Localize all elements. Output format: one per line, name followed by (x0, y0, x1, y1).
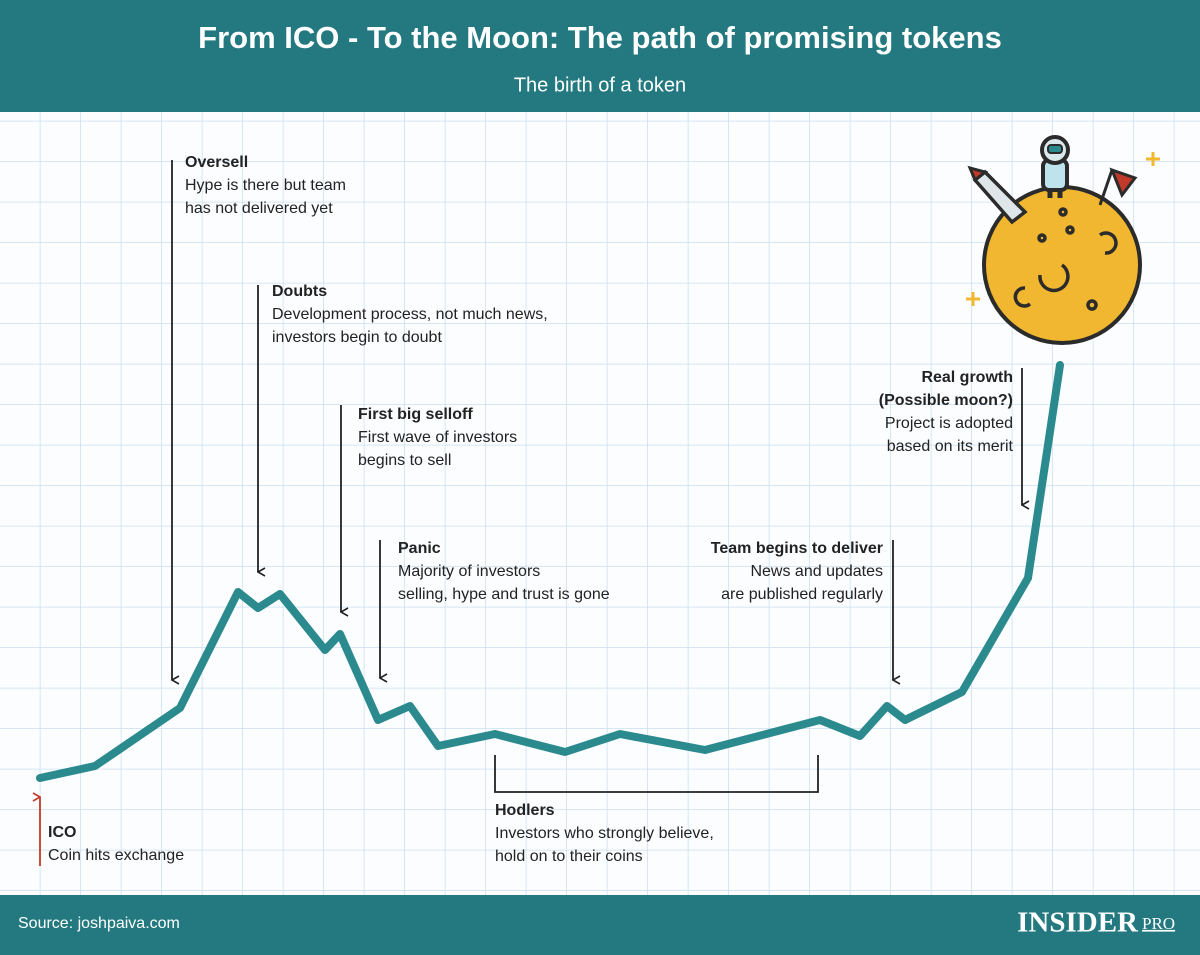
title: From ICO - To the Moon: The path of prom… (198, 20, 1002, 55)
annotation-heading: Panic (398, 540, 441, 557)
annotation-text: investors begin to doubt (272, 329, 442, 346)
annotation-heading: ICO (48, 824, 76, 841)
price-line (36, 361, 1064, 782)
annotation-text: hold on to their coins (495, 848, 643, 865)
source: Source: joshpaiva.com (18, 915, 180, 932)
annotation-text: selling, hype and trust is gone (398, 586, 610, 603)
annotation-heading: Oversell (185, 154, 248, 171)
moon-illustration (966, 135, 1160, 345)
annotation-heading: Doubts (272, 283, 327, 300)
bracket (494, 755, 819, 793)
annotation-text: are published regularly (721, 586, 883, 603)
annotation-heading: (Possible moon?) (879, 392, 1013, 409)
annotation-text: Hype is there but team (185, 177, 346, 194)
header-band (0, 0, 1200, 112)
annotation-heading: Real growth (921, 369, 1013, 386)
annotation-text: News and updates (750, 563, 883, 580)
annotation-heading: Hodlers (495, 802, 555, 819)
annotation-text: Coin hits exchange (48, 847, 184, 864)
annotation-text: Investors who strongly believe, (495, 825, 714, 842)
annotation-text: based on its merit (887, 438, 1014, 455)
annotation-text: has not delivered yet (185, 200, 333, 217)
subtitle: The birth of a token (514, 74, 686, 96)
footer-band (0, 895, 1200, 955)
brand: INSIDER (1017, 907, 1139, 939)
annotation-text: begins to sell (358, 452, 451, 469)
annotation-text: Majority of investors (398, 563, 540, 580)
annotation-text: Development process, not much news, (272, 306, 548, 323)
annotation-heading: First big selloff (358, 406, 473, 423)
arrows (172, 160, 1022, 793)
annotation-text: First wave of investors (358, 429, 517, 446)
annotation-text: Project is adopted (885, 415, 1013, 432)
brand-suffix: PRO (1142, 914, 1175, 933)
annotation-heading: Team begins to deliver (711, 540, 883, 557)
